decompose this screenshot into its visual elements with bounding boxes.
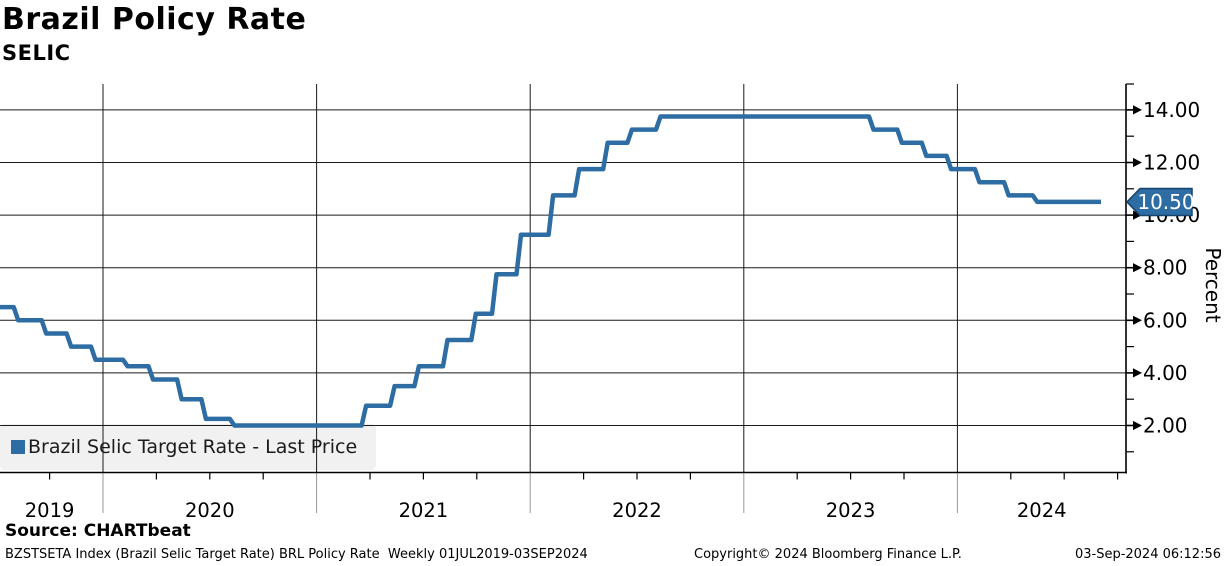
y-tick-arrow-icon xyxy=(1133,420,1142,431)
y-tick-arrow-icon xyxy=(1133,157,1142,168)
y-tick-label: 14.00 xyxy=(1143,98,1200,122)
page-subtitle: SELIC xyxy=(2,41,71,65)
y-tick-arrow-icon xyxy=(1133,315,1142,325)
y-axis-title: Percent xyxy=(1201,247,1224,322)
last-price-badge xyxy=(1125,187,1193,217)
selic-rate-line xyxy=(0,114,1101,428)
y-tick-arrow-icon xyxy=(1133,368,1142,378)
y-tick-label: 8.00 xyxy=(1143,256,1188,280)
x-tick-year-label: 2020 xyxy=(185,499,235,522)
x-tick-year-label: 2021 xyxy=(399,499,449,522)
y-tick-arrow-icon xyxy=(1133,263,1142,273)
legend: Brazil Selic Target Rate - Last Price xyxy=(0,424,376,470)
source-line: Source: CHARTbeat xyxy=(5,521,191,541)
footer-copyright: Copyright© 2024 Bloomberg Finance L.P. xyxy=(694,547,962,562)
legend-label: Brazil Selic Target Rate - Last Price xyxy=(28,436,358,458)
x-tick-year-label: 2022 xyxy=(612,499,662,522)
page-title: Brazil Policy Rate xyxy=(2,2,307,37)
footer-ticker-info: BZSTSETA Index (Brazil Selic Target Rate… xyxy=(5,547,588,562)
y-tick-arrow-icon xyxy=(1133,210,1142,220)
footer-timestamp: 03-Sep-2024 06:12:56 xyxy=(1074,547,1221,562)
y-tick-label: 2.00 xyxy=(1143,414,1188,438)
x-tick-year-label: 2019 xyxy=(25,499,75,522)
x-tick-year-label: 2024 xyxy=(1017,499,1067,522)
last-price-value: 10.50 xyxy=(1137,190,1194,214)
y-tick-label: 12.00 xyxy=(1143,151,1200,175)
y-tick-arrow-icon xyxy=(1133,105,1142,115)
y-tick-label: 6.00 xyxy=(1143,308,1188,332)
legend-swatch-icon xyxy=(11,440,25,454)
y-tick-label: 4.00 xyxy=(1143,361,1188,385)
x-tick-year-label: 2023 xyxy=(826,499,876,522)
